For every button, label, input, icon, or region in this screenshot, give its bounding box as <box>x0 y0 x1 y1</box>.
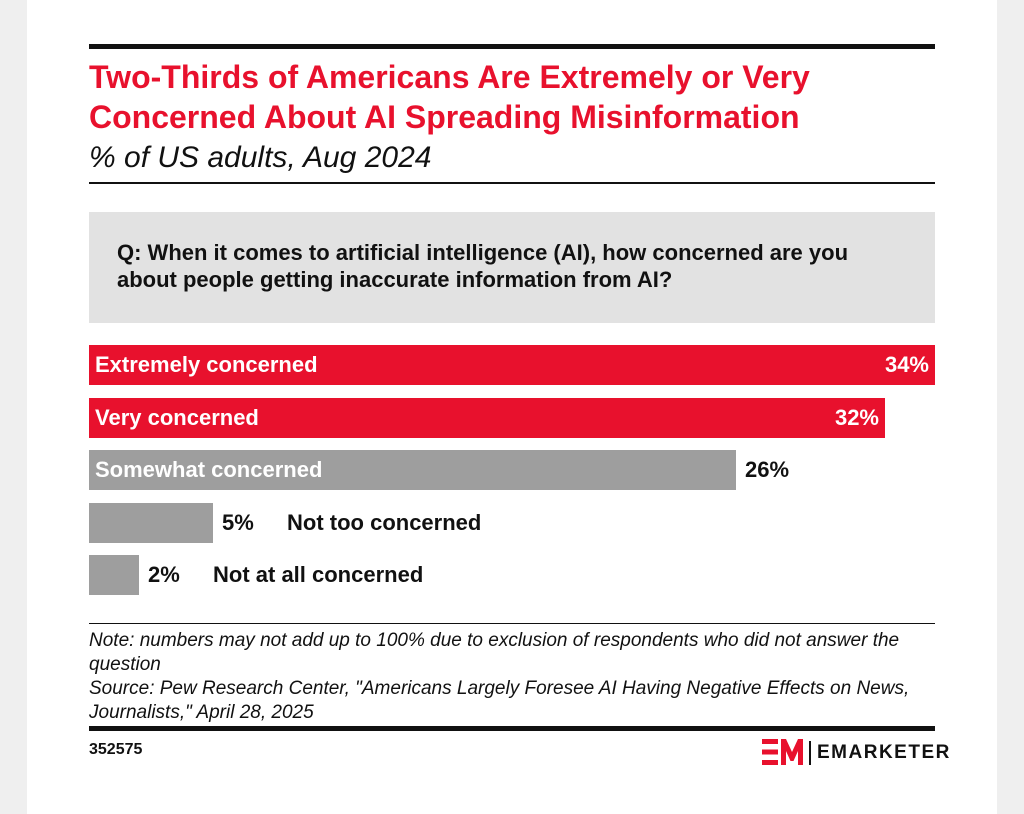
chart-subtitle: % of US adults, Aug 2024 <box>89 141 432 174</box>
brand-logo: EMARKETER <box>762 734 949 770</box>
value-label-not-too-concerned: 5% <box>222 510 254 535</box>
notes-section: Note: numbers may not add up to 100% due… <box>89 623 935 725</box>
brand-divider <box>809 741 811 765</box>
chart-title: Two-Thirds of Americans Are Extremely or… <box>89 59 810 135</box>
subtitle-rule <box>89 182 935 184</box>
value-label-somewhat-concerned: 26% <box>745 457 790 482</box>
brand-name: EMARKETER <box>817 742 951 763</box>
value-label-extremely-concerned: 34% <box>884 352 929 377</box>
bar-label-somewhat-concerned: Somewhat concerned <box>95 457 323 482</box>
bottom-rule <box>89 726 935 731</box>
em-logo-icon <box>762 739 803 765</box>
bar-extremely-concerned <box>89 345 935 385</box>
chart-card: Two-Thirds of Americans Are Extremely or… <box>27 0 997 814</box>
top-rule <box>89 44 935 49</box>
bar-label-extremely-concerned: Extremely concerned <box>95 352 318 377</box>
bar-very-concerned <box>89 398 885 438</box>
chart-source: Source: Pew Research Center, "Americans … <box>89 678 910 723</box>
bar-not-too-concerned <box>89 503 213 543</box>
bar-chart: Extremely concerned 34% Very concerned 32% S… <box>89 345 935 605</box>
bar-label-very-concerned: Very concerned <box>95 405 259 430</box>
bar-label-not-too-concerned: Not too concerned <box>287 510 482 535</box>
value-label-not-at-all-concerned: 2% <box>148 562 180 587</box>
bar-not-at-all-concerned <box>89 555 139 595</box>
chart-note: Note: numbers may not add up to 100% due… <box>89 630 900 675</box>
chart-id: 352575 <box>89 741 143 758</box>
value-label-very-concerned: 32% <box>834 405 879 430</box>
bar-label-not-at-all-concerned: Not at all concerned <box>213 562 424 587</box>
survey-question: Q: When it comes to artificial intellige… <box>89 212 935 323</box>
bar-somewhat-concerned <box>89 450 736 490</box>
